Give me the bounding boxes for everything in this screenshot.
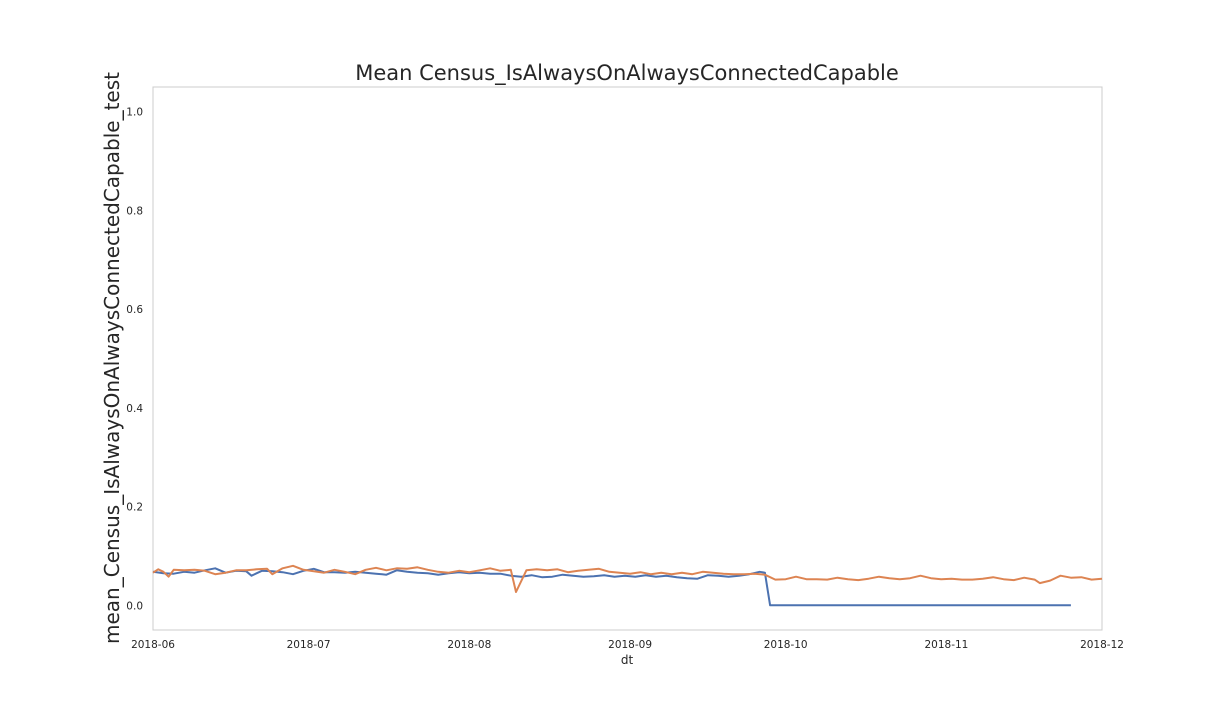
chart-title: Mean Census_IsAlwaysOnAlwaysConnectedCap… [355,61,899,86]
x-axis-label: dt [621,653,634,667]
x-tick-label: 2018-11 [924,639,968,651]
y-tick-label: 0.0 [126,600,143,612]
x-tick-label: 2018-07 [287,639,331,651]
x-tick-label: 2018-09 [608,639,652,651]
y-tick-label: 0.6 [126,304,143,316]
y-tick-labels: 0.0 0.2 0.4 0.6 0.8 1.0 [126,107,143,613]
x-tick-labels: 2018-06 2018-07 2018-08 2018-09 2018-10 2018-… [131,639,1124,651]
plot-area [153,87,1102,630]
y-tick-label: 0.2 [126,502,143,514]
y-tick-label: 1.0 [126,107,143,119]
x-tick-label: 2018-10 [764,639,808,651]
x-tick-label: 2018-08 [447,639,491,651]
y-tick-label: 0.4 [126,403,143,415]
y-axis-label: mean_Census_IsAlwaysOnAlwaysConnectedCap… [100,72,124,644]
x-tick-label: 2018-12 [1080,639,1124,651]
y-tick-label: 0.8 [126,205,143,217]
x-tick-label: 2018-06 [131,639,175,651]
